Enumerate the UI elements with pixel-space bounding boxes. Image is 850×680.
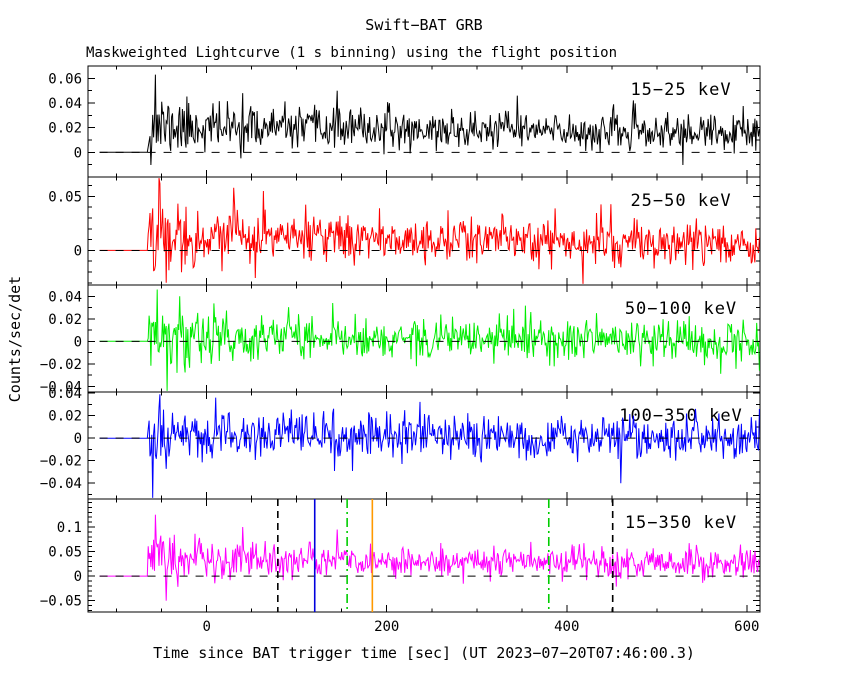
y-tick-label: 0.04 — [48, 289, 82, 305]
chart-subtitle: Maskweighted Lightcurve (1 s binning) us… — [86, 45, 617, 61]
y-tick-label: 0.02 — [48, 409, 82, 425]
x-tick-label: 0 — [202, 619, 210, 635]
band-label: 100−350 keV — [619, 406, 743, 426]
chart-title: Swift−BAT GRB — [365, 16, 482, 34]
y-tick-label: 0.1 — [57, 520, 82, 536]
y-tick-label: 0 — [74, 334, 82, 350]
panel-50−100keV: −0.04 −0.02 0 0.02 0.04 50−100 keV — [40, 284, 761, 395]
y-tick-label: 0.02 — [48, 121, 82, 137]
panel-frame — [87, 498, 761, 613]
y-tick-label: 0.04 — [48, 386, 82, 402]
y-tick-label: −0.04 — [40, 379, 82, 395]
panel-15−25keV: 0 0.02 0.04 0.06 15−25 keV — [48, 65, 761, 178]
y-tick-label: 0.05 — [48, 545, 82, 561]
lightcurve-line — [99, 394, 760, 498]
y-tick-label: 0 — [74, 145, 82, 161]
x-axis-label: Time since BAT trigger time [sec] (UT 20… — [153, 644, 695, 662]
y-tick-label: −0.02 — [40, 454, 82, 470]
y-axis-label: Counts/sec/det — [6, 276, 24, 402]
y-tick-label: −0.04 — [40, 476, 82, 492]
band-label: 50−100 keV — [625, 299, 737, 319]
band-label: 15−25 keV — [630, 80, 731, 100]
panel-stack: 0 0.02 0.04 0.06 15−25 keV 0 0.05 25−50 keV −0.0… — [40, 65, 761, 613]
lightcurve-line — [99, 514, 760, 601]
y-tick-label: 0 — [74, 431, 82, 447]
y-tick-label: −0.05 — [40, 594, 82, 610]
panel-15−350keV: −0.05 0 0.05 0.1 15−350 keV — [40, 498, 761, 613]
lightcurve-line — [99, 178, 760, 284]
lightcurve-line — [99, 74, 760, 166]
panel-100−350keV: −0.04 −0.02 0 0.02 0.04 100−350 keV — [40, 386, 761, 500]
panel-25−50keV: 0 0.05 25−50 keV — [48, 176, 761, 286]
y-tick-label: 0.06 — [48, 71, 82, 87]
band-label: 15−350 keV — [625, 513, 737, 533]
y-tick-label: −0.02 — [40, 357, 82, 373]
band-label: 25−50 keV — [630, 191, 731, 211]
x-tick-label: 200 — [374, 619, 399, 635]
y-tick-label: 0.04 — [48, 96, 82, 112]
x-tick-label: 400 — [554, 619, 579, 635]
y-tick-label: 0 — [74, 569, 82, 585]
y-tick-label: 0 — [74, 243, 82, 259]
y-tick-label: 0.02 — [48, 312, 82, 328]
x-tick-label: 600 — [734, 619, 759, 635]
y-tick-label: 0.05 — [48, 189, 82, 205]
